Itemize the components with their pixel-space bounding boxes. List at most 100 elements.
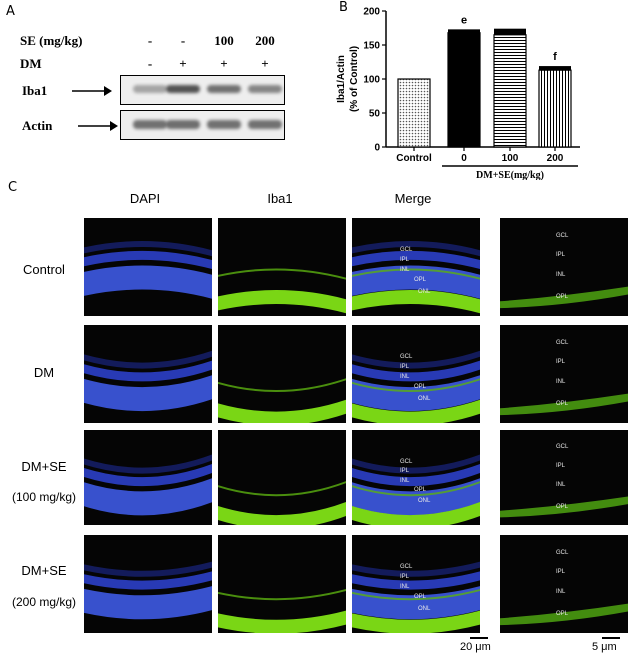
- bar: [447, 32, 481, 148]
- micrograph-dapi: [84, 430, 212, 525]
- column-header-dapi: DAPI: [129, 191, 161, 206]
- layer-label: OPL: [414, 593, 427, 600]
- layer-label: IPL: [556, 463, 566, 470]
- blot-image: [120, 75, 285, 105]
- row-label: Control: [23, 262, 65, 277]
- layer-label: INL: [556, 271, 566, 278]
- wb-lane-value: 100: [214, 33, 234, 48]
- layer-label: IPL: [400, 364, 410, 371]
- x-tick-label: 100: [502, 153, 519, 164]
- wb-lane-value: +: [179, 56, 187, 71]
- error-bar: [494, 28, 526, 35]
- wb-row-label-1: DM: [20, 56, 42, 71]
- y-axis-label: Iba1/Actin: [336, 55, 347, 103]
- layer-label: OPL: [556, 504, 569, 511]
- micrograph-iba1: [218, 325, 346, 423]
- micrograph-magnified: GCL IPL INL OPL: [500, 218, 628, 316]
- column-header-iba1: Iba1: [267, 191, 293, 206]
- layer-label: IPL: [400, 468, 410, 474]
- layer-label: GCL: [556, 232, 569, 239]
- row-label: DM+SE: [21, 459, 67, 474]
- micrograph-iba1: [218, 218, 346, 316]
- wb-blot-label-1: Actin: [22, 118, 53, 133]
- micrograph-magnified: GCL IPL INL OPL: [500, 430, 628, 525]
- layer-label: OPL: [414, 383, 427, 390]
- micrograph-magnified: GCL IPL INL OPL: [500, 535, 628, 633]
- micrograph-iba1: [218, 430, 346, 525]
- layer-label: IPL: [400, 257, 410, 264]
- y-tick-label: 100: [363, 75, 380, 86]
- wb-row-label-0: SE (mg/kg): [20, 33, 83, 48]
- row-dose-label: (100 mg/kg): [11, 490, 77, 504]
- scale-bar: [470, 637, 488, 639]
- layer-label: INL: [556, 482, 566, 489]
- x-tick-label: 0: [461, 153, 467, 164]
- iba1-bar-chart: 0 50 100 150 200 Iba1/Actin (% of Control) Cont…: [336, 7, 580, 180]
- blot-band: [166, 85, 200, 93]
- layer-label: GCL: [400, 458, 413, 465]
- layer-label: INL: [400, 477, 410, 484]
- micrograph-dapi: [84, 535, 212, 633]
- blot-band: [207, 120, 241, 129]
- layer-label: ONL: [418, 605, 431, 612]
- blot-image: [120, 110, 285, 140]
- wb-lane-value: -: [147, 33, 153, 48]
- panel-label-a: A: [6, 4, 15, 19]
- micrograph-merge: GCL IPL INL OPL ONL: [352, 430, 480, 525]
- blot-band: [248, 85, 282, 93]
- y-tick-label: 0: [374, 143, 380, 154]
- layer-label: OPL: [414, 276, 427, 283]
- micrograph-merge: GCL IPL INL OPL ONL: [352, 535, 480, 633]
- layer-label: IPL: [556, 252, 566, 259]
- micrograph-merge: GCL IPL INL OPL ONL: [352, 218, 480, 316]
- bar: [493, 34, 527, 148]
- layer-label: INL: [400, 584, 410, 590]
- blot-band: [207, 85, 241, 93]
- scale-bar-label: 5 μm: [592, 641, 617, 653]
- layer-label: GCL: [556, 339, 569, 346]
- blot-band: [166, 120, 200, 129]
- error-bar: [539, 66, 571, 71]
- arrow-right-icon: [72, 86, 112, 96]
- wb-lane-value: -: [147, 56, 153, 71]
- micrograph-magnified: GCL IPL INL OPL: [500, 325, 628, 423]
- layer-label: GCL: [556, 444, 569, 451]
- layer-label: GCL: [556, 549, 569, 556]
- x-tick-label: Control: [396, 153, 432, 164]
- layer-label: OPL: [414, 487, 427, 493]
- y-tick-label: 200: [363, 7, 380, 18]
- y-tick-label: 150: [363, 41, 380, 52]
- arrow-right-icon: [78, 121, 118, 131]
- wb-lane-value: 200: [255, 33, 275, 48]
- wb-lane-value: +: [220, 56, 228, 71]
- layer-label: INL: [400, 267, 410, 273]
- bar: [538, 69, 572, 148]
- scale-bar-label: 20 μm: [460, 641, 491, 653]
- layer-label: OPL: [556, 401, 569, 408]
- layer-label: GCL: [400, 247, 413, 254]
- layer-label: INL: [556, 588, 566, 595]
- significance-label: f: [553, 51, 557, 63]
- y-axis-label: (% of Control): [349, 46, 360, 112]
- layer-label: OPL: [556, 611, 569, 618]
- layer-label: OPL: [556, 294, 569, 301]
- micrograph-dapi: [84, 218, 212, 316]
- layer-label: ONL: [418, 288, 431, 295]
- blot-band: [133, 85, 167, 93]
- bar: [397, 78, 431, 148]
- layer-label: ONL: [418, 395, 431, 402]
- row-label: DM+SE: [21, 563, 67, 578]
- micrograph-dapi: [84, 325, 212, 423]
- group-label: DM+SE(mg/kg): [476, 170, 544, 180]
- blot-band: [133, 120, 167, 129]
- wb-blot-label-0: Iba1: [22, 83, 48, 98]
- layer-label: ONL: [418, 498, 431, 505]
- layer-label: GCL: [400, 354, 413, 361]
- layer-label: GCL: [400, 564, 413, 571]
- wb-lane-value: -: [180, 33, 186, 48]
- layer-label: IPL: [400, 574, 410, 581]
- layer-label: INL: [556, 378, 566, 385]
- scale-bar: [602, 637, 620, 639]
- layer-label: IPL: [556, 569, 566, 576]
- significance-label: e: [461, 14, 467, 26]
